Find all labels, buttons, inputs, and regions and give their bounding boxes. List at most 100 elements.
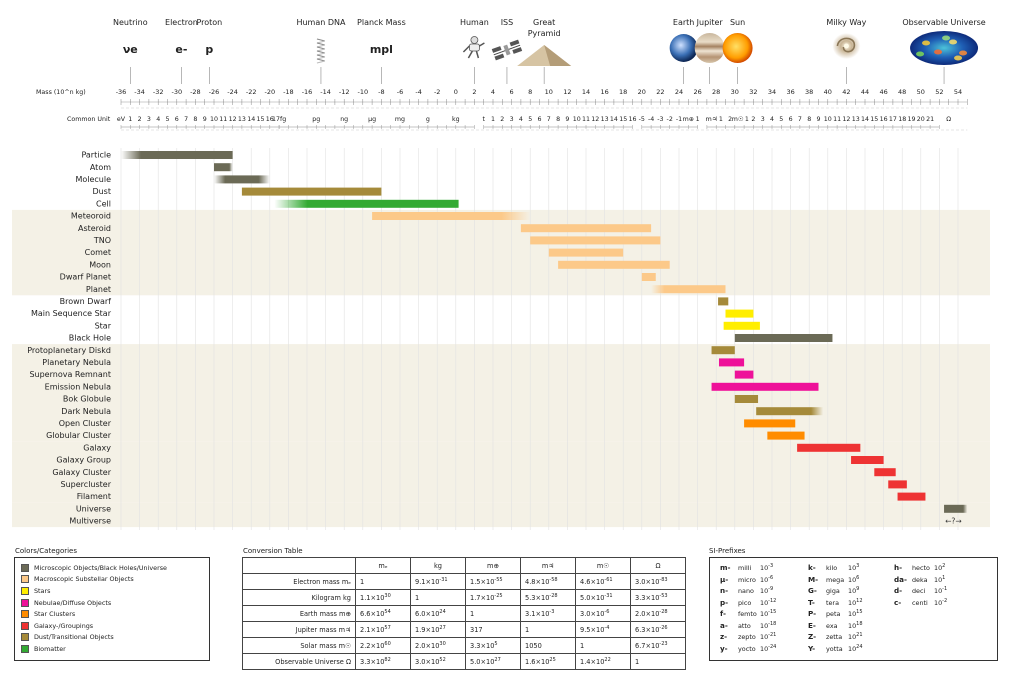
si-prefix-name: exa <box>826 621 838 630</box>
si-prefix-value: 10-21 <box>760 632 777 642</box>
si-prefix-box: m-milli 10-3 µ-micro 10-6 n-nano 10-9 p-pico 10… <box>709 557 998 661</box>
si-prefix-column: h-hecto 102 da-deka 101 d-deci 10-1 c-centi 10-… <box>894 563 947 609</box>
si-prefix-title: SI-Prefixes <box>709 547 746 555</box>
conversion-col-header: mₑ <box>355 557 411 574</box>
row-label-planetary-nebula: Planetary Nebula <box>42 358 111 367</box>
range-bar-comet <box>548 248 624 257</box>
range-bar-black-hole <box>734 334 833 342</box>
legend-label: Nebulae/Diffuse Objects <box>34 598 112 607</box>
common-unit-label: 9 <box>565 116 569 123</box>
range-bar-globular-cluster <box>767 431 805 440</box>
range-bar-open-cluster <box>744 419 796 428</box>
si-prefix-symbol: µ- <box>720 574 729 584</box>
common-unit-label: 10 <box>824 116 832 123</box>
mass-tick-label: -34 <box>134 88 145 96</box>
mass-tick-label: 12 <box>563 88 571 96</box>
cmb-icon <box>910 31 979 65</box>
conversion-cell: 3.0×1052 <box>410 653 466 670</box>
si-prefix-value: 1024 <box>848 643 863 653</box>
conversion-corner <box>242 557 356 574</box>
category-legend: Microscopic Objects/Black Holes/Universe… <box>14 557 210 661</box>
si-prefix-symbol: k- <box>808 563 816 573</box>
common-unit-label: 3 <box>761 116 765 123</box>
si-prefix-symbol: h- <box>894 563 903 573</box>
si-prefix-row: da-deka 101 <box>894 575 947 587</box>
conversion-cell: 5.0×10-31 <box>575 589 631 606</box>
conversion-cell: 3.0×10-6 <box>575 605 631 622</box>
row-label-brown-dwarf: Brown Dwarf <box>60 297 112 306</box>
mass-tick-label: 28 <box>712 88 720 96</box>
common-unit-label: 11 <box>219 116 227 123</box>
common-unit-label: -3 <box>657 116 663 123</box>
legend-label: Microscopic Objects/Black Holes/Universe <box>34 563 167 572</box>
row-label-supernova-remnant: Supernova Remnant <box>29 370 111 379</box>
si-prefix-symbol: f- <box>720 609 726 619</box>
legend-label: Galaxy-/Groupings <box>34 621 94 630</box>
common-unit-label: 8 <box>193 116 197 123</box>
legend-label: Stars <box>34 586 51 595</box>
common-unit-label: -1 <box>676 116 682 123</box>
common-unit-label: 12 <box>842 116 850 123</box>
si-prefix-name: nano <box>738 587 754 596</box>
si-prefix-row: y-yocto 10-24 <box>720 644 776 656</box>
si-prefix-symbol: p- <box>720 597 729 607</box>
mass-tick-label: -26 <box>209 88 220 96</box>
si-prefix-value: 10-9 <box>760 586 774 596</box>
legend-item: Star Clusters <box>21 608 209 620</box>
row-label-multiverse: Multiverse <box>69 517 111 526</box>
legend-swatch <box>21 586 29 595</box>
common-unit-label: m⊕ <box>683 116 694 123</box>
si-prefix-symbol: n- <box>720 586 729 596</box>
range-bar-galaxy-group <box>851 456 884 464</box>
row-label-planet: Planet <box>86 285 111 294</box>
range-bar-dark-nebula <box>756 407 824 416</box>
reference-label: Human DNA <box>296 18 346 27</box>
range-bar-moon <box>558 260 670 269</box>
conversion-col-header: m⊕ <box>465 557 521 574</box>
reference-label: Jupiter <box>696 18 724 27</box>
dna-icon <box>316 38 326 64</box>
conversion-cell: 1.5×10-55 <box>465 573 521 590</box>
si-prefix-name: zetta <box>826 633 843 642</box>
si-prefix-value: 103 <box>848 563 860 573</box>
conversion-cell: 1 <box>355 573 411 590</box>
common-unit-label: 6 <box>789 116 793 123</box>
mass-tick-label: 34 <box>768 88 776 96</box>
conversion-cell: 2.0×1030 <box>410 637 466 654</box>
si-prefix-symbol: T- <box>808 597 815 607</box>
common-unit-label: g <box>426 116 430 123</box>
legend-item: Microscopic Objects/Black Holes/Universe <box>21 562 209 574</box>
row-label-black-hole: Black Hole <box>69 334 111 343</box>
mass-tick-label: 16 <box>600 88 608 96</box>
mass-tick-label: 2 <box>472 88 476 96</box>
earth-icon <box>669 34 698 62</box>
si-prefix-symbol: P- <box>808 609 817 619</box>
range-bar-molecule <box>214 175 270 184</box>
conversion-cell: 9.5×10-4 <box>575 621 631 638</box>
mass-tick-label: 40 <box>824 88 832 96</box>
row-label-meteoroid: Meteoroid <box>71 212 111 221</box>
mass-tick-label: -22 <box>246 88 257 96</box>
conversion-col-header: Ω <box>630 557 686 574</box>
si-prefix-symbol: c- <box>894 597 902 607</box>
mass-tick-label: -20 <box>264 88 275 96</box>
jupiter-icon <box>694 33 725 63</box>
range-bar-filament <box>897 492 926 501</box>
mass-scale-chart: Neutrino νe Electron e- Proton p Human DNA Plan… <box>12 18 990 530</box>
common-unit-label: 1 <box>745 116 749 123</box>
conversion-cell: 6.3×10-26 <box>630 621 686 638</box>
mass-tick-label: -10 <box>357 88 368 96</box>
common-unit-label: 1 <box>128 116 132 123</box>
common-unit-label: 9 <box>203 116 207 123</box>
legend-label: Dust/Transitional Objects <box>34 633 114 642</box>
conversion-cell: 2.2×1060 <box>355 637 411 654</box>
legend-item: Galaxy-/Groupings <box>21 620 209 632</box>
si-prefix-name: milli <box>738 564 752 573</box>
common-unit-label: 7 <box>798 116 802 123</box>
conversion-cell: 1050 <box>520 637 576 654</box>
si-prefix-value: 10-6 <box>760 574 774 584</box>
common-unit-label: ng <box>340 116 348 123</box>
mass-tick-label: -12 <box>339 88 350 96</box>
common-unit-label: eV <box>117 116 126 123</box>
conversion-cell: 1.7×10-25 <box>465 589 521 606</box>
